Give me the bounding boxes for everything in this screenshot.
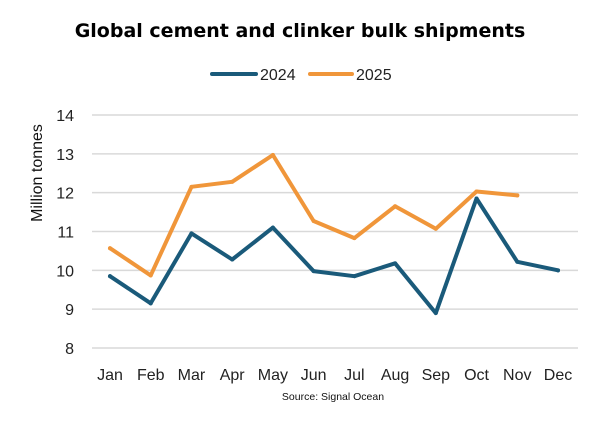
series-2025 [108, 152, 520, 278]
data-point-2024-Jul [352, 274, 357, 279]
series-layer [108, 152, 560, 316]
data-point-2024-May [270, 225, 275, 230]
x-tick-label: May [258, 367, 288, 384]
data-point-2025-Sep [433, 226, 438, 231]
x-tick-label: Mar [178, 367, 206, 384]
legend: 2024 2025 [210, 67, 392, 84]
y-tick-label: 11 [57, 225, 74, 242]
y-tick-label: 8 [65, 341, 74, 358]
data-point-2025-Feb [148, 273, 153, 278]
y-axis-label: Million tonnes [29, 124, 46, 222]
data-point-2024-Jan [108, 274, 112, 279]
y-tick-label: 13 [56, 147, 74, 164]
x-tick-label: Feb [137, 367, 165, 384]
series-2024 [108, 196, 560, 316]
legend-label-2024: 2024 [260, 67, 296, 84]
data-point-2024-Oct [474, 196, 479, 201]
x-tick-label: Apr [220, 367, 246, 384]
legend-item-2025: 2025 [308, 67, 392, 84]
x-axis-ticks: Jan Feb Mar Apr May Jun Jul Aug Sep Oct Nov Dec [97, 367, 572, 384]
x-tick-label: Jun [301, 367, 327, 384]
data-point-2025-Aug [393, 204, 398, 209]
data-point-2024-Jun [311, 269, 316, 274]
data-point-2025-Apr [230, 179, 235, 184]
chart-title: Global cement and clinker bulk shipments [75, 20, 526, 42]
data-point-2025-Jan [108, 246, 112, 251]
data-point-2025-Mar [189, 184, 194, 189]
data-point-2025-Oct [474, 189, 479, 194]
y-tick-label: 10 [56, 263, 74, 280]
x-tick-label: Dec [544, 367, 572, 384]
data-point-2024-Dec [556, 268, 560, 273]
data-point-2024-Feb [148, 301, 153, 306]
data-point-2024-Apr [230, 257, 235, 262]
x-tick-label: Jan [97, 367, 123, 384]
data-point-2025-Jul [352, 236, 357, 241]
data-point-2024-Sep [433, 311, 438, 316]
x-tick-label: Jul [344, 367, 364, 384]
y-axis-ticks: 8 9 10 11 12 13 14 [56, 108, 74, 358]
data-point-2024-Nov [515, 259, 520, 264]
x-tick-label: Aug [381, 367, 409, 384]
x-tick-label: Nov [503, 367, 531, 384]
x-tick-label: Sep [422, 367, 451, 384]
y-tick-label: 9 [65, 302, 74, 319]
data-point-2024-Mar [189, 231, 194, 236]
data-point-2025-May [270, 152, 275, 157]
data-point-2025-Jun [311, 219, 316, 224]
series-line-2024 [108, 196, 560, 316]
y-tick-label: 12 [56, 186, 74, 203]
legend-item-2024: 2024 [210, 67, 296, 84]
legend-label-2025: 2025 [356, 67, 392, 84]
x-tick-label: Oct [464, 367, 489, 384]
y-tick-label: 14 [56, 108, 74, 125]
data-point-2024-Aug [393, 261, 398, 266]
source-note: Source: Signal Ocean [282, 391, 384, 403]
data-point-2025-Nov [515, 193, 520, 198]
